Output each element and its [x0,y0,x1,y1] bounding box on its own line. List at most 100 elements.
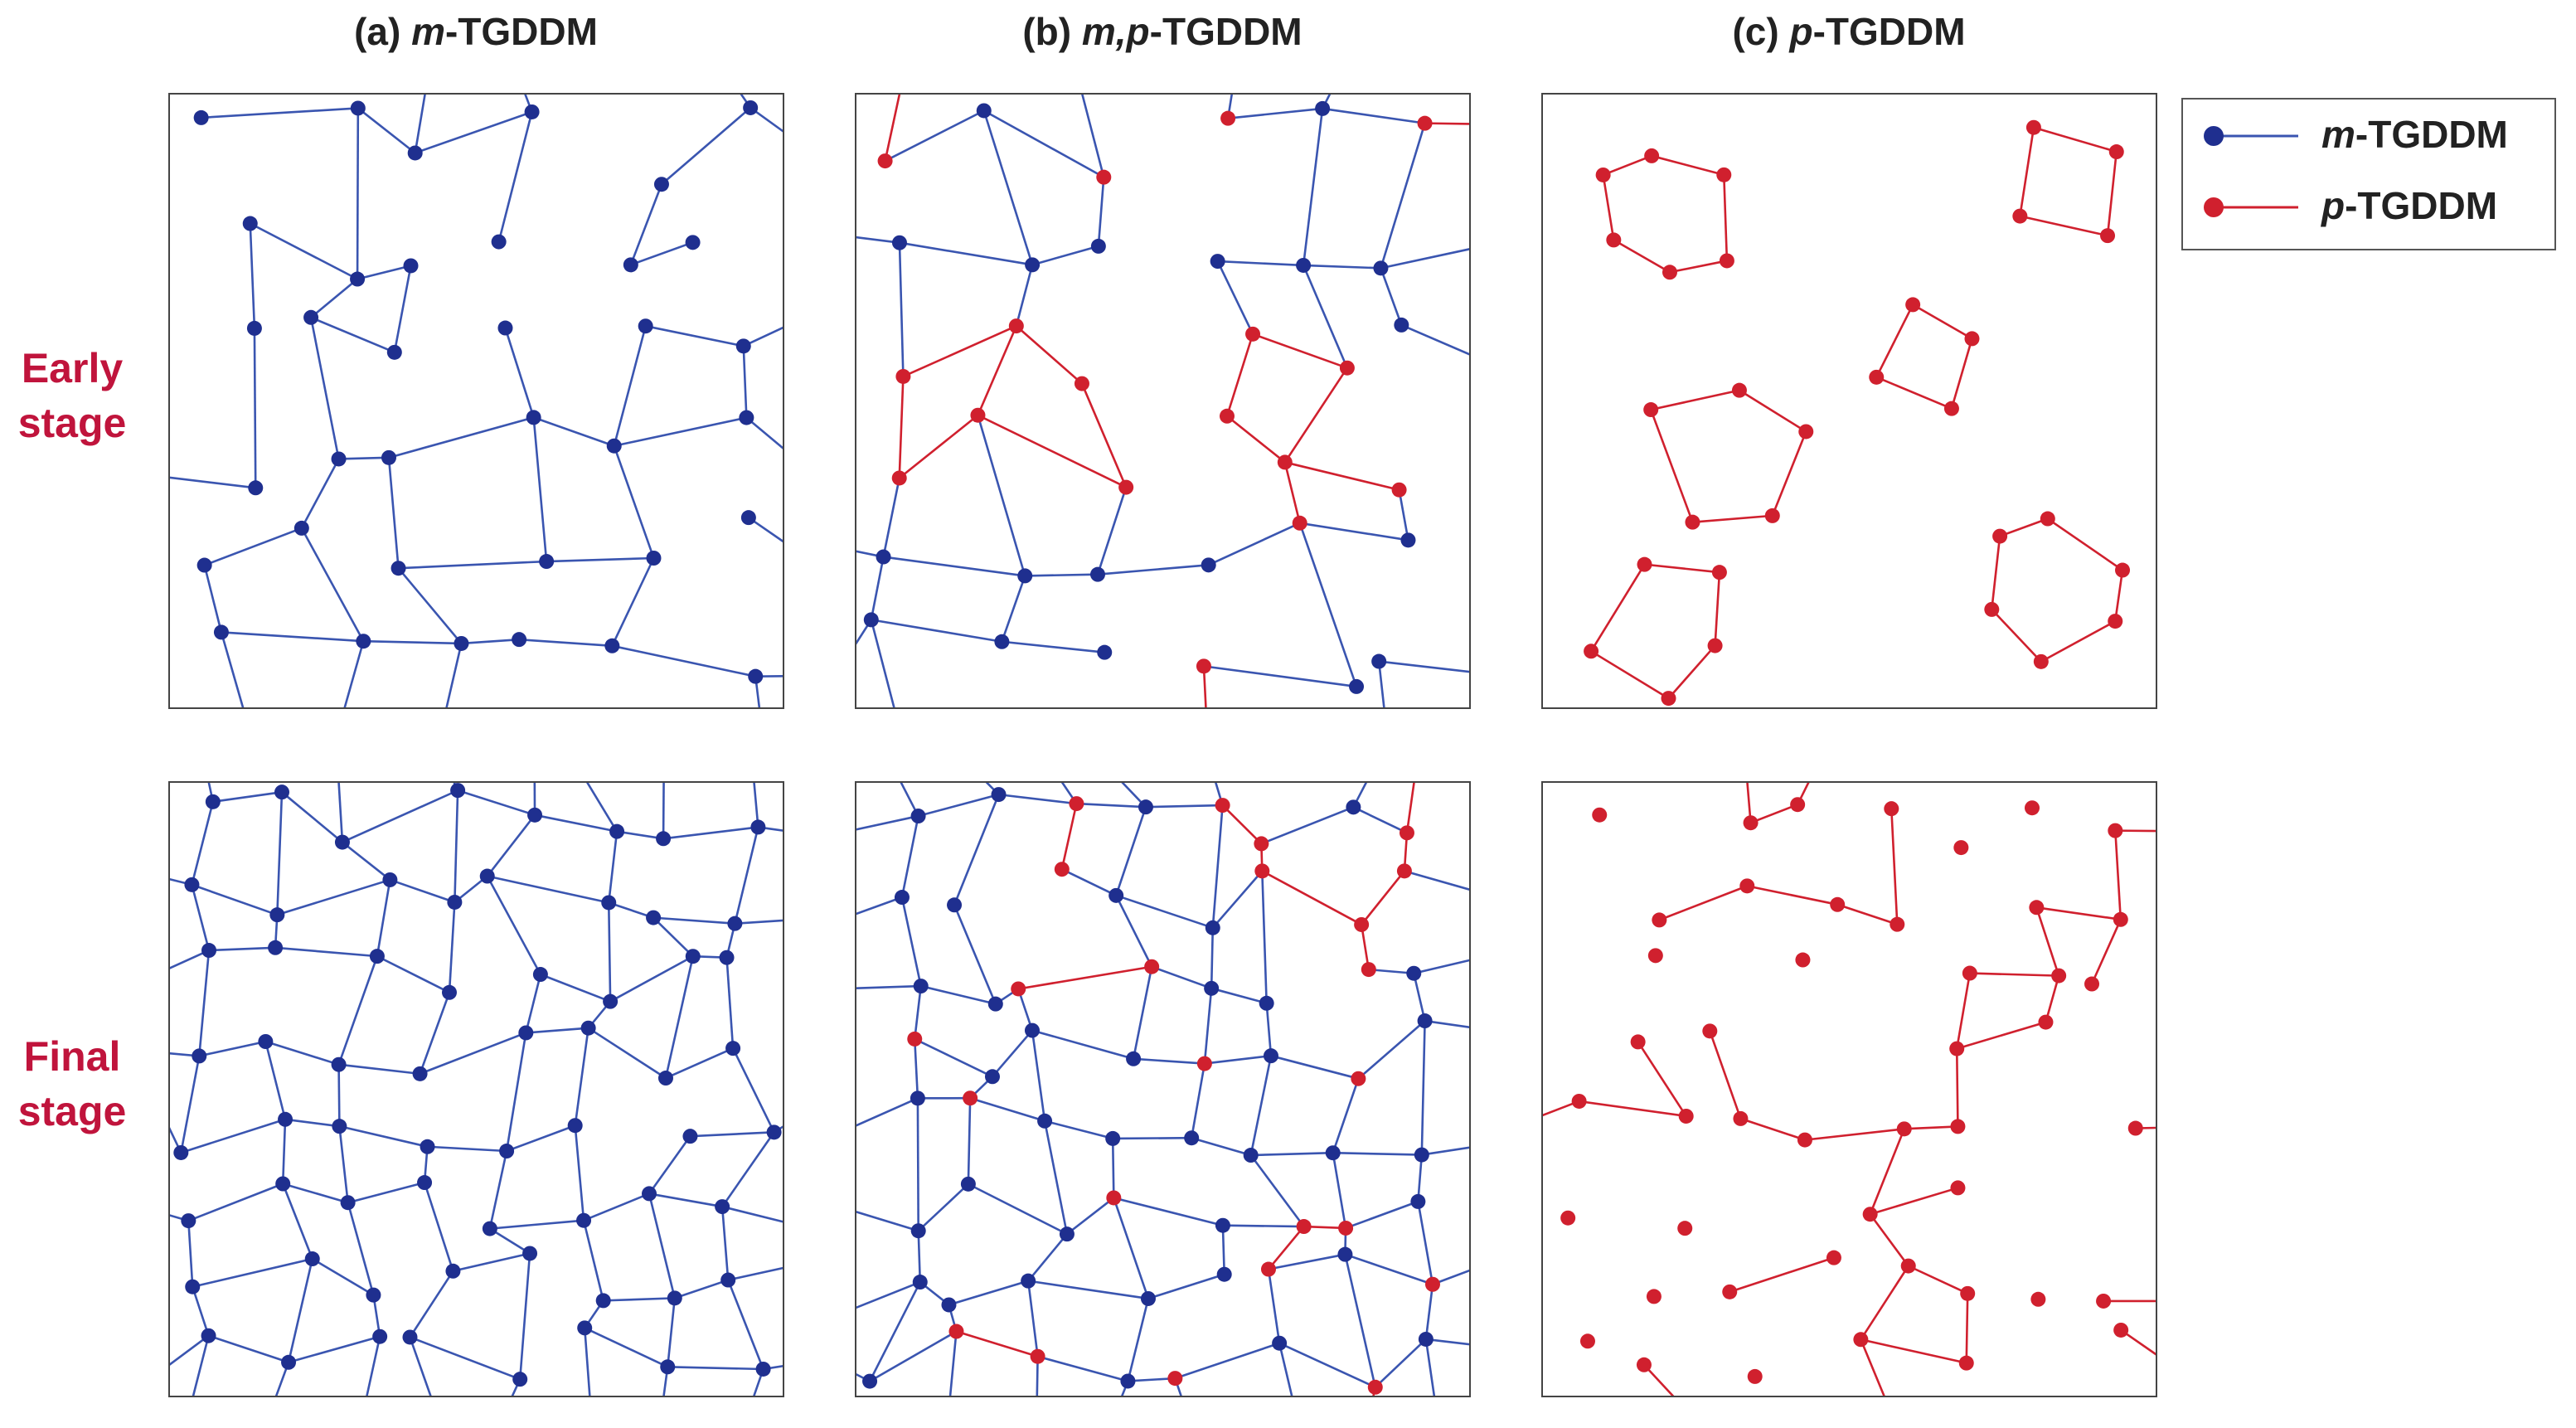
atom [334,834,350,850]
bond [264,1040,339,1066]
bond [274,1362,290,1396]
bond [969,1096,1045,1123]
bond [898,242,905,376]
bond [977,414,1127,488]
atom [527,807,543,823]
bond [1043,1120,1069,1235]
bond [1380,247,1470,270]
atom [1962,965,1977,981]
atom [497,320,513,336]
atom [1949,1041,1965,1056]
bond [1261,871,1268,1003]
bond [1709,1030,1742,1120]
atom [1296,1219,1312,1235]
bond [1217,260,1304,267]
bond [338,456,390,460]
bond [187,1220,194,1287]
bond [898,414,979,479]
atom [1260,1261,1276,1277]
bond [661,106,752,186]
bond [387,457,400,569]
bond [169,949,210,970]
bond [856,896,903,916]
atom [656,831,672,847]
legend-marker [2204,197,2224,217]
bond [1250,1151,1333,1157]
atom [1354,916,1370,932]
bond [1226,94,1234,119]
bond [1270,1054,1359,1080]
bond [281,1183,313,1260]
atom [1636,1357,1652,1372]
atom [601,895,617,911]
bond [967,1098,972,1184]
bond [356,108,360,279]
bond [1836,903,1898,925]
panel-frame [1541,93,2157,709]
bond [614,416,747,448]
bond [2047,517,2123,571]
bond [1096,487,1128,576]
bond [1352,806,1408,834]
bond [609,955,694,1003]
bond [753,782,759,828]
bond [1332,1152,1347,1229]
atom [1652,912,1667,928]
atom [1024,1022,1040,1038]
bond [1425,1338,1470,1346]
bond [365,1336,381,1396]
bond [1991,536,2001,610]
bond [968,1183,1068,1236]
row-label: Final [24,1033,121,1080]
atom [1798,424,1814,440]
atom [1964,331,1980,347]
bond [198,1040,266,1057]
atom [1716,167,1732,182]
bond [1398,489,1409,541]
row-label: stage [18,400,127,446]
bond [1404,870,1470,891]
atom [1245,326,1261,342]
atom [912,1275,928,1290]
bond [1031,1029,1134,1061]
bond [1225,333,1254,417]
bond [1249,1055,1273,1156]
bond [281,1119,287,1184]
atom [1399,825,1414,841]
network [1542,782,2156,1396]
atom [1090,238,1106,254]
bond [1345,1200,1419,1230]
atom [1254,863,1270,879]
atom [193,109,209,125]
atom [2038,1014,2054,1030]
atom [1595,167,1611,182]
atom [606,438,622,454]
bond [1018,965,1152,990]
atom [725,1041,741,1056]
bond [1955,973,1972,1049]
bond [1211,804,1224,928]
atom [1054,862,1070,877]
bond [192,1335,210,1396]
bond [1321,94,1332,109]
atom [1216,1266,1232,1282]
atom [891,470,907,486]
atom [1196,1056,1212,1071]
bond [645,324,745,347]
atom [248,480,264,496]
bond [1151,965,1212,990]
atom [1338,1220,1354,1236]
bond [917,1231,922,1283]
atom [1905,297,1921,313]
bond [546,556,654,563]
panel-frame [1541,781,2157,1397]
bond [457,789,536,817]
bond [984,782,1000,796]
bond [582,1220,604,1301]
atom [1184,1130,1200,1146]
atom [173,1144,189,1160]
bond [1060,782,1078,804]
bond [856,1210,919,1232]
bond [487,875,609,904]
bond [721,1205,783,1223]
